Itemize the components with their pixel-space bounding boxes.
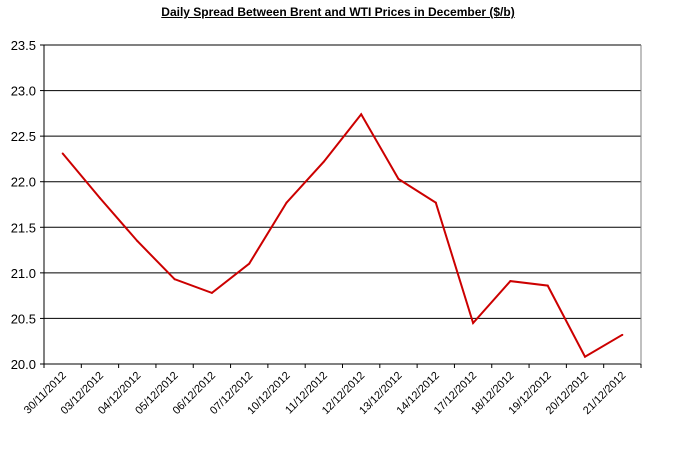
- data-point: [621, 333, 624, 336]
- y-tick-label: 21.0: [11, 266, 36, 281]
- data-point: [472, 321, 475, 324]
- y-tick-label: 23.0: [11, 84, 36, 99]
- data-point: [248, 262, 251, 265]
- data-point: [434, 201, 437, 204]
- chart-title: Daily Spread Between Brent and WTI Price…: [161, 5, 515, 19]
- y-tick-label: 22.0: [11, 175, 36, 190]
- x-tick-labels: 30/11/201203/12/201204/12/201205/12/2012…: [22, 370, 629, 417]
- data-point: [210, 291, 213, 294]
- data-point: [322, 160, 325, 163]
- data-point: [136, 239, 139, 242]
- axes: [40, 44, 642, 368]
- data-point: [584, 355, 587, 358]
- y-tick-label: 21.5: [11, 220, 36, 235]
- data-point: [61, 152, 64, 155]
- y-tick-labels: 23.5 23.0 22.5 22.0 21.5 21.0 20.5 20.0: [11, 38, 36, 372]
- y-tick-label: 22.5: [11, 129, 36, 144]
- y-tick-label: 23.5: [11, 38, 36, 53]
- data-point: [98, 197, 101, 200]
- gridlines: [44, 44, 641, 365]
- data-point: [546, 284, 549, 287]
- y-tick-label: 20.0: [11, 357, 36, 372]
- data-point: [509, 280, 512, 283]
- y-tick-label: 20.5: [11, 311, 36, 326]
- series-group: [61, 112, 624, 359]
- data-point: [397, 177, 400, 180]
- data-point: [285, 201, 288, 204]
- data-point: [360, 113, 363, 116]
- series-line: [61, 112, 623, 359]
- data-point: [173, 278, 176, 281]
